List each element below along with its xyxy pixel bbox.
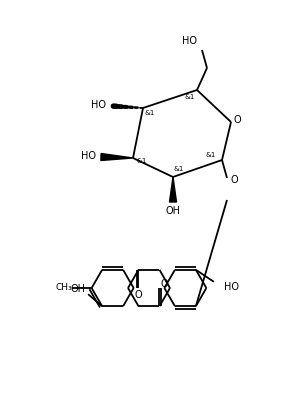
Text: &1: &1 xyxy=(206,152,216,158)
Text: O: O xyxy=(233,115,241,125)
Text: HO: HO xyxy=(91,100,106,110)
Text: HO: HO xyxy=(82,151,97,161)
Text: OH: OH xyxy=(166,206,181,216)
Text: CH₃: CH₃ xyxy=(55,284,72,293)
Text: O: O xyxy=(135,290,142,300)
Text: &1: &1 xyxy=(185,94,195,100)
Text: O: O xyxy=(161,279,168,289)
Text: OH: OH xyxy=(71,284,86,294)
Text: HO: HO xyxy=(224,282,239,292)
Text: O: O xyxy=(230,175,238,185)
Polygon shape xyxy=(101,154,133,160)
Text: &1: &1 xyxy=(174,166,184,172)
Text: &1: &1 xyxy=(137,158,147,164)
Text: &1: &1 xyxy=(145,110,155,116)
Polygon shape xyxy=(170,177,176,202)
Text: HO: HO xyxy=(182,36,198,46)
